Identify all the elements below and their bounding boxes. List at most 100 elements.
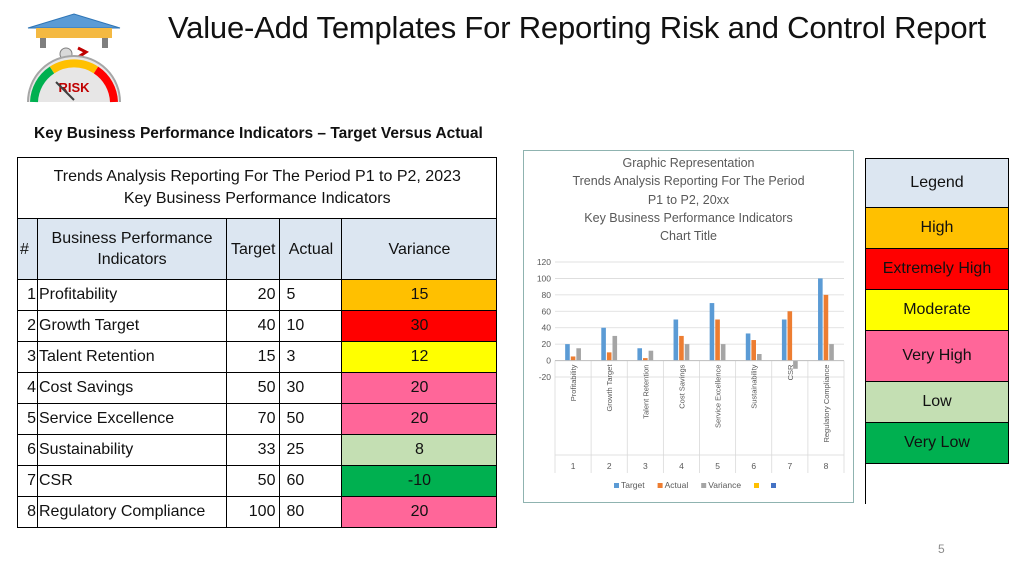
table-row: 4 Cost Savings 50 30 20 [17,372,498,404]
page-number: 5 [938,542,945,556]
chart-panel: Graphic Representation Trends Analysis Re… [523,150,854,503]
company-logo: RISK [27,13,121,103]
caption-line-1: Trends Analysis Reporting For The Period… [53,168,461,185]
header-num: # [17,218,38,280]
table-body: 1 Profitability 20 5 15 2 Growth Target 40 10 30 3… [17,279,498,528]
chart-title-line: Chart Title [660,229,717,244]
table-row: 5 Service Excellence 70 50 20 [17,403,498,435]
bar-chart: -20 0 20 40 60 80 100 120 Profitability 1 Growth T… [537,257,845,490]
x-category-number: 6 [751,461,756,471]
chart-bar [648,350,654,361]
row-variance: 12 [341,341,498,373]
row-target: 33 [225,434,281,466]
chart-title-line: P1 to P2, 20xx [647,192,730,207]
x-category-label: Profitability [569,364,578,401]
chart-bar [823,294,829,361]
chart-bar [720,344,726,361]
legend-item: Low [865,382,1009,423]
chart-bar [565,344,570,361]
chart-title: Graphic Representation Trends Analysis Re… [524,154,853,245]
row-indicator: CSR [37,465,227,497]
chart-bar [601,327,606,361]
y-tick-label: 60 [542,306,552,316]
legend-item: Moderate [865,290,1009,331]
header-indicator: Business Performance Indicators [37,218,227,280]
chart-title-line: Key Business Performance Indicators [584,210,793,225]
row-num: 7 [17,465,38,497]
chart-bar [715,319,720,361]
legend-item: Very Low [865,423,1009,464]
row-indicator: Sustainability [37,434,227,466]
row-indicator: Talent Retention [37,341,227,373]
header-indicator-line-2: Indicators [97,251,167,268]
kpi-table: Trends Analysis Reporting For The Period… [16,157,498,528]
x-category-number: 5 [715,461,720,471]
x-category-label: Regulatory Compliance [822,365,831,443]
y-tick-label: 100 [537,273,551,283]
row-num: 8 [17,496,38,528]
legend-item: Extremely High [865,249,1009,290]
row-actual: 60 [279,465,343,497]
chart-bar [756,354,762,361]
chart-bar [612,335,618,361]
x-category-number: 3 [643,461,648,471]
x-category-label: CSR [786,364,795,380]
table-row: 3 Talent Retention 15 3 12 [17,341,498,373]
row-target: 20 [225,279,281,311]
row-target: 70 [225,403,281,435]
header-indicator-line-1: Business Performance [51,230,213,247]
table-row: 7 CSR 50 60 -10 [17,465,498,497]
row-actual: 25 [279,434,343,466]
x-category-label: Growth Target [605,364,614,412]
row-target: 40 [225,310,281,342]
row-variance: 20 [341,372,498,404]
chart-bar [576,348,581,361]
chart-legend-label: Variance [708,480,741,490]
chart-bar [793,360,798,369]
row-indicator: Cost Savings [37,372,227,404]
x-category-label: Service Excellence [714,365,723,428]
table-row: 8 Regulatory Compliance 100 80 20 [17,496,498,528]
x-category-label: Talent Retention [641,365,650,419]
chart-legend-label: Target [621,480,645,490]
x-category-number: 4 [679,461,684,471]
legend-item: Very High [865,331,1009,382]
legend-border-line [865,462,866,504]
row-actual: 3 [279,341,343,373]
chart-bar [787,311,793,361]
chart-legend-marker [754,483,759,488]
row-indicator: Regulatory Compliance [37,496,227,528]
y-tick-label: 80 [542,290,552,300]
row-indicator: Profitability [37,279,227,311]
chart-bar [829,344,834,361]
table-row: 2 Growth Target 40 10 30 [17,310,498,342]
header-target: Target [225,218,281,280]
chart-legend-marker [614,483,619,488]
row-actual: 80 [279,496,343,528]
chart-title-line: Graphic Representation [622,156,755,170]
x-category-number: 7 [787,461,792,471]
chart-bar [673,319,679,361]
chart-bar [751,340,756,361]
y-tick-label: 40 [542,323,552,333]
x-category-number: 2 [607,461,612,471]
table-caption: Trends Analysis Reporting For The Period… [16,157,498,219]
table-caption-row: Trends Analysis Reporting For The Period… [16,157,498,219]
x-category-label: Sustainability [750,364,759,408]
chart-bar [570,356,576,361]
slide-title: Value-Add Templates For Reporting Risk a… [168,10,986,45]
y-tick-label: 0 [546,356,551,366]
row-actual: 10 [279,310,343,342]
chart-bar [745,333,751,361]
row-actual: 5 [279,279,343,311]
row-target: 15 [225,341,281,373]
row-indicator: Growth Target [37,310,227,342]
table-row: 1 Profitability 20 5 15 [17,279,498,311]
chart-legend-marker [771,483,776,488]
row-variance: 8 [341,434,498,466]
chart-bar [643,358,648,361]
row-variance: -10 [341,465,498,497]
row-num: 3 [17,341,38,373]
header-variance: Variance [341,218,498,280]
chart-bar [781,319,787,361]
